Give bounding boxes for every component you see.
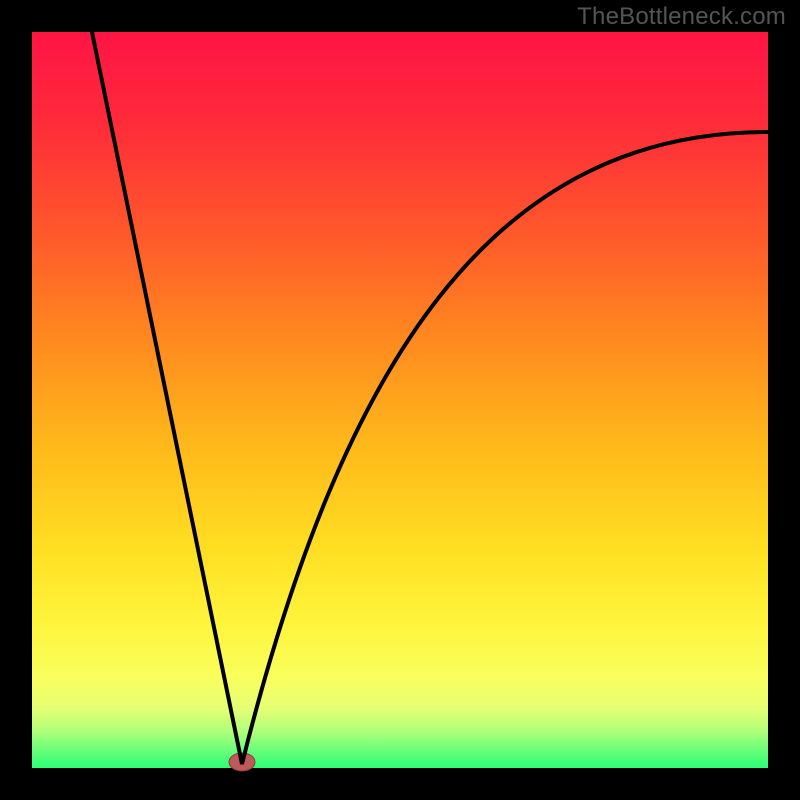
bottleneck-chart xyxy=(0,0,800,800)
chart-background-gradient xyxy=(32,32,768,768)
watermark-text: TheBottleneck.com xyxy=(577,3,786,31)
